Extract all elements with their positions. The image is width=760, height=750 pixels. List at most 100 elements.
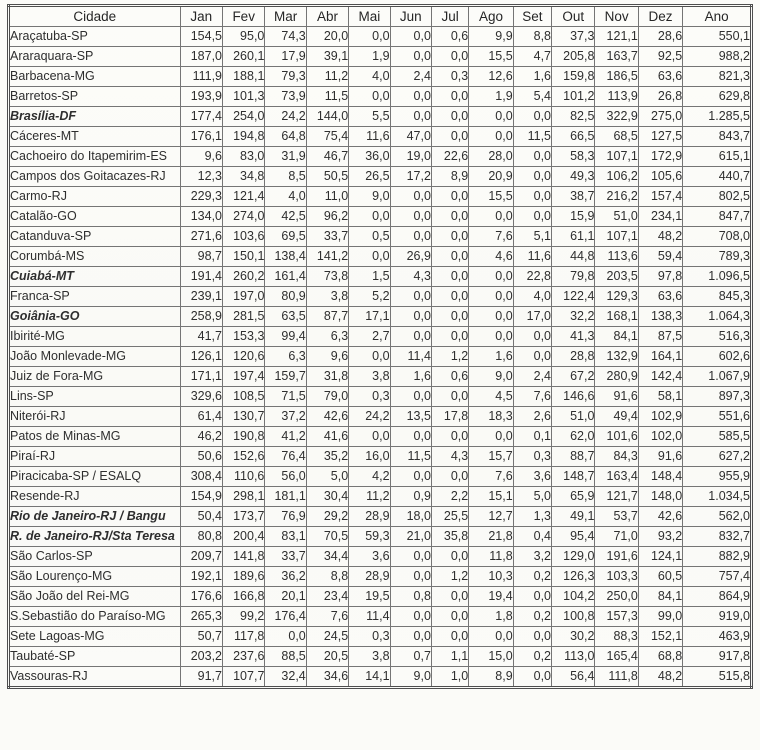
value-cell: 33,7 [305,226,350,247]
value-cell: 71,0 [594,526,639,547]
column-header-cidade: Cidade [8,5,181,27]
value-cell: 148,4 [637,466,684,487]
value-cell: 51,0 [551,406,596,427]
value-cell: 0,3 [430,66,470,87]
value-cell: 44,8 [551,246,596,267]
value-cell: 106,2 [594,166,639,187]
value-cell: 0,0 [430,86,470,107]
value-cell: 0,0 [430,426,470,447]
annual-total-cell: 757,4 [682,566,752,587]
value-cell: 101,2 [551,86,596,107]
value-cell: 0,0 [389,46,432,67]
value-cell: 3,6 [512,466,553,487]
city-cell: Barretos-SP [8,86,181,107]
value-cell: 29,2 [305,506,350,527]
value-cell: 11,6 [348,126,391,147]
value-cell: 0,0 [468,306,514,327]
value-cell: 0,0 [389,466,432,487]
value-cell: 11,0 [305,186,350,207]
value-cell: 65,9 [551,486,596,507]
city-cell: Lins-SP [8,386,181,407]
city-cell: Brasília-DF [8,106,181,127]
value-cell: 36,2 [264,566,307,587]
value-cell: 96,2 [305,206,350,227]
value-cell: 142,4 [637,366,684,387]
value-cell: 0,0 [389,86,432,107]
annual-total-cell: 1.096,5 [682,266,752,287]
annual-total-cell: 897,3 [682,386,752,407]
value-cell: 3,2 [512,546,553,567]
value-cell: 4,3 [389,266,432,287]
value-cell: 1,6 [389,366,432,387]
city-cell: Patos de Minas-MG [8,426,181,447]
value-cell: 50,4 [179,506,224,527]
value-cell: 200,4 [221,526,266,547]
value-cell: 113,0 [551,646,596,667]
value-cell: 0,0 [389,426,432,447]
value-cell: 0,0 [348,246,391,267]
value-cell: 4,7 [512,46,553,67]
annual-total-cell: 789,3 [682,246,752,267]
value-cell: 47,0 [389,126,432,147]
value-cell: 0,3 [512,446,553,467]
value-cell: 15,1 [468,486,514,507]
value-cell: 34,8 [221,166,266,187]
value-cell: 17,1 [348,306,391,327]
column-header-ago: Ago [468,5,514,27]
value-cell: 61,4 [179,406,224,427]
value-cell: 113,9 [594,86,639,107]
value-cell: 0,0 [468,206,514,227]
value-cell: 260,2 [221,266,266,287]
value-cell: 17,8 [430,406,470,427]
value-cell: 144,0 [305,106,350,127]
value-cell: 15,5 [468,46,514,67]
value-cell: 5,2 [348,286,391,307]
value-cell: 1,8 [468,606,514,627]
value-cell: 165,4 [594,646,639,667]
value-cell: 121,4 [221,186,266,207]
value-cell: 194,8 [221,126,266,147]
value-cell: 141,8 [221,546,266,567]
value-cell: 22,6 [430,146,470,167]
value-cell: 71,5 [264,386,307,407]
value-cell: 35,2 [305,446,350,467]
value-cell: 92,5 [637,46,684,67]
table-row: Catalão-GO 134,0 274,0 42,5 96,2 0,0 0,0 0,0 0,0… [8,206,752,227]
value-cell: 46,7 [305,146,350,167]
value-cell: 130,7 [221,406,266,427]
value-cell: 8,9 [430,166,470,187]
value-cell: 0,0 [348,26,391,47]
value-cell: 298,1 [221,486,266,507]
value-cell: 84,1 [594,326,639,347]
value-cell: 176,6 [179,586,224,607]
value-cell: 0,0 [348,426,391,447]
table-row: Vassouras-RJ 91,7 107,7 32,4 34,6 14,1 9,0 1,0 8… [8,666,752,688]
value-cell: 132,9 [594,346,639,367]
table-row: Ibirité-MG 41,7 153,3 99,4 6,3 2,7 0,0 0,0 0,0 0,… [8,326,752,347]
value-cell: 181,1 [264,486,307,507]
value-cell: 0,0 [468,626,514,647]
value-cell: 172,9 [637,146,684,167]
value-cell: 0,0 [468,286,514,307]
value-cell: 3,8 [348,366,391,387]
value-cell: 74,3 [264,26,307,47]
value-cell: 28,6 [637,26,684,47]
value-cell: 53,7 [594,506,639,527]
table-row: Piracicaba-SP / ESALQ 308,4 110,6 56,0 5,0 4,… [8,466,752,487]
annual-total-cell: 919,0 [682,606,752,627]
value-cell: 5,1 [512,226,553,247]
value-cell: 186,5 [594,66,639,87]
value-cell: 173,7 [221,506,266,527]
value-cell: 0,0 [512,666,553,688]
value-cell: 79,8 [551,266,596,287]
value-cell: 19,4 [468,586,514,607]
value-cell: 25,5 [430,506,470,527]
value-cell: 20,1 [264,586,307,607]
value-cell: 258,9 [179,306,224,327]
value-cell: 60,5 [637,566,684,587]
value-cell: 41,3 [551,326,596,347]
annual-total-cell: 955,9 [682,466,752,487]
value-cell: 15,0 [468,646,514,667]
value-cell: 192,1 [179,566,224,587]
value-cell: 79,0 [305,386,350,407]
